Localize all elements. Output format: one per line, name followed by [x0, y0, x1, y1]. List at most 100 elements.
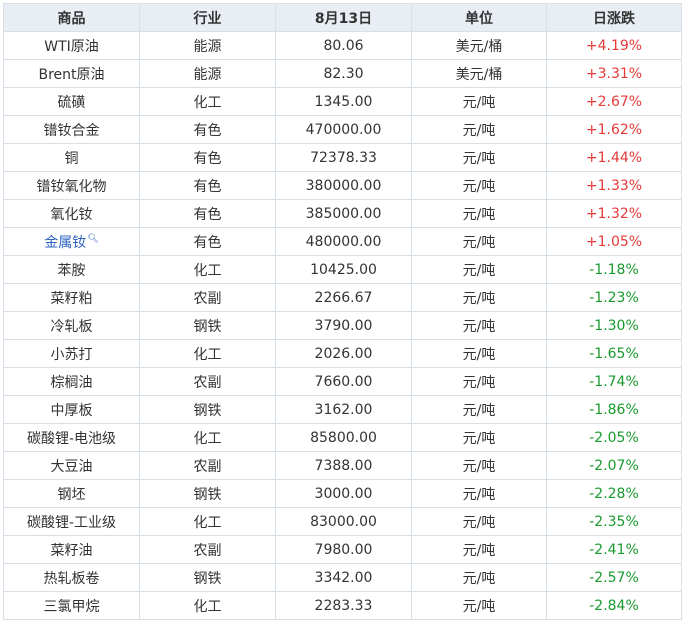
unit-cell: 元/吨: [411, 87, 547, 116]
unit-cell: 元/吨: [411, 227, 547, 256]
commodity-name: 三氯甲烷: [3, 591, 140, 620]
table-row: 小苏打 化工 2026.00 元/吨 -1.65%: [3, 339, 682, 368]
price-cell: 2283.33: [275, 591, 412, 620]
unit-cell: 美元/桶: [411, 31, 547, 60]
change-cell: -2.07%: [546, 451, 682, 480]
industry-cell: 化工: [139, 255, 276, 284]
commodity-name: 棕榈油: [3, 367, 140, 396]
unit-cell: 元/吨: [411, 311, 547, 340]
price-cell: 470000.00: [275, 115, 412, 144]
commodity-name: 氧化钕: [3, 199, 140, 228]
unit-cell: 美元/桶: [411, 59, 547, 88]
commodity-name: Brent原油: [3, 59, 140, 88]
unit-cell: 元/吨: [411, 395, 547, 424]
industry-cell: 有色: [139, 227, 276, 256]
price-cell: 7388.00: [275, 451, 412, 480]
table-row: Brent原油 能源 82.30 美元/桶 +3.31%: [3, 59, 682, 88]
price-cell: 2026.00: [275, 339, 412, 368]
commodity-name: 铜: [3, 143, 140, 172]
unit-cell: 元/吨: [411, 255, 547, 284]
change-cell: +1.44%: [546, 143, 682, 172]
table-row: 碳酸锂-电池级 化工 85800.00 元/吨 -2.05%: [3, 423, 682, 452]
header-date-price: 8月13日: [275, 3, 412, 32]
price-cell: 3162.00: [275, 395, 412, 424]
price-cell: 72378.33: [275, 143, 412, 172]
header-unit: 单位: [411, 3, 547, 32]
table-row: 金属钕🔍︎ 有色 480000.00 元/吨 +1.05%: [3, 227, 682, 256]
commodity-link-text[interactable]: 金属钕: [44, 234, 87, 251]
commodity-name: 大豆油: [3, 451, 140, 480]
unit-cell: 元/吨: [411, 507, 547, 536]
industry-cell: 化工: [139, 507, 276, 536]
commodity-name: 碳酸锂-电池级: [3, 423, 140, 452]
price-cell: 385000.00: [275, 199, 412, 228]
table-row: 镨钕氧化物 有色 380000.00 元/吨 +1.33%: [3, 171, 682, 200]
change-cell: -1.30%: [546, 311, 682, 340]
price-cell: 82.30: [275, 59, 412, 88]
industry-cell: 能源: [139, 31, 276, 60]
change-cell: +2.67%: [546, 87, 682, 116]
commodity-name: 冷轧板: [3, 311, 140, 340]
industry-cell: 有色: [139, 199, 276, 228]
commodity-name: 中厚板: [3, 395, 140, 424]
table-header: 商品 行业 8月13日 单位 日涨跌: [3, 3, 682, 32]
industry-cell: 化工: [139, 423, 276, 452]
header-row: 商品 行业 8月13日 单位 日涨跌: [3, 3, 682, 32]
industry-cell: 化工: [139, 339, 276, 368]
industry-cell: 有色: [139, 143, 276, 172]
table-row: 三氯甲烷 化工 2283.33 元/吨 -2.84%: [3, 591, 682, 620]
commodity-name: 小苏打: [3, 339, 140, 368]
table-row: WTI原油 能源 80.06 美元/桶 +4.19%: [3, 31, 682, 60]
price-cell: 80.06: [275, 31, 412, 60]
table-row: 菜籽油 农副 7980.00 元/吨 -2.41%: [3, 535, 682, 564]
unit-cell: 元/吨: [411, 143, 547, 172]
industry-cell: 能源: [139, 59, 276, 88]
change-cell: -1.65%: [546, 339, 682, 368]
unit-cell: 元/吨: [411, 283, 547, 312]
industry-cell: 农副: [139, 283, 276, 312]
commodity-name: 硫磺: [3, 87, 140, 116]
industry-cell: 农副: [139, 451, 276, 480]
industry-cell: 钢铁: [139, 311, 276, 340]
price-cell: 7660.00: [275, 367, 412, 396]
change-cell: -2.57%: [546, 563, 682, 592]
change-cell: +1.05%: [546, 227, 682, 256]
header-industry: 行业: [139, 3, 276, 32]
commodity-name: 钢坯: [3, 479, 140, 508]
change-cell: -2.35%: [546, 507, 682, 536]
unit-cell: 元/吨: [411, 535, 547, 564]
unit-cell: 元/吨: [411, 115, 547, 144]
industry-cell: 有色: [139, 171, 276, 200]
industry-cell: 钢铁: [139, 479, 276, 508]
price-cell: 380000.00: [275, 171, 412, 200]
table-row: 中厚板 钢铁 3162.00 元/吨 -1.86%: [3, 395, 682, 424]
search-icon[interactable]: 🔍︎: [87, 233, 99, 244]
commodity-name: 菜籽油: [3, 535, 140, 564]
price-cell: 85800.00: [275, 423, 412, 452]
unit-cell: 元/吨: [411, 591, 547, 620]
industry-cell: 化工: [139, 87, 276, 116]
commodity-name: WTI原油: [3, 31, 140, 60]
price-cell: 10425.00: [275, 255, 412, 284]
table-row: 钢坯 钢铁 3000.00 元/吨 -2.28%: [3, 479, 682, 508]
commodity-name: 热轧板卷: [3, 563, 140, 592]
unit-cell: 元/吨: [411, 171, 547, 200]
table-row: 氧化钕 有色 385000.00 元/吨 +1.32%: [3, 199, 682, 228]
price-cell: 3000.00: [275, 479, 412, 508]
commodity-price-table: 商品 行业 8月13日 单位 日涨跌 WTI原油 能源 80.06 美元/桶 +…: [3, 3, 682, 620]
price-cell: 480000.00: [275, 227, 412, 256]
unit-cell: 元/吨: [411, 423, 547, 452]
change-cell: -2.05%: [546, 423, 682, 452]
commodity-name: 菜籽粕: [3, 283, 140, 312]
table-row: 大豆油 农副 7388.00 元/吨 -2.07%: [3, 451, 682, 480]
table-row: 镨钕合金 有色 470000.00 元/吨 +1.62%: [3, 115, 682, 144]
industry-cell: 农副: [139, 367, 276, 396]
change-cell: -2.84%: [546, 591, 682, 620]
unit-cell: 元/吨: [411, 367, 547, 396]
table-row: 苯胺 化工 10425.00 元/吨 -1.18%: [3, 255, 682, 284]
unit-cell: 元/吨: [411, 479, 547, 508]
commodity-name: 镨钕合金: [3, 115, 140, 144]
table-row: 热轧板卷 钢铁 3342.00 元/吨 -2.57%: [3, 563, 682, 592]
change-cell: +1.62%: [546, 115, 682, 144]
commodity-name-link[interactable]: 金属钕🔍︎: [3, 227, 140, 256]
